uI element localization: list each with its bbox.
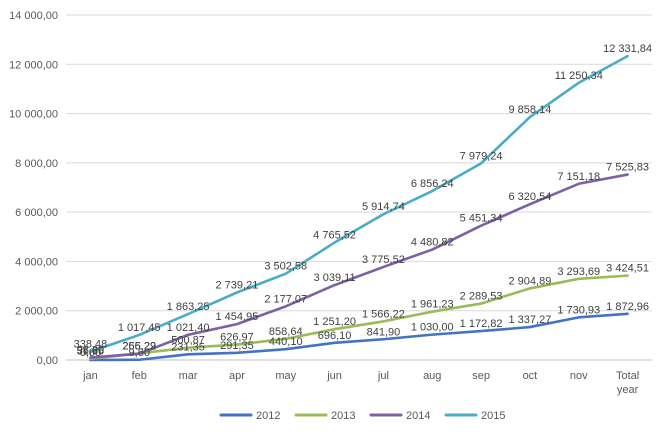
data-label-2013: 1 566,22 [362,308,405,320]
data-label-2013: 1 961,23 [411,299,454,311]
x-tick-label: jul [377,370,389,382]
legend: 2012 2013 2014 2015 [219,410,505,422]
data-label-2015: 9 858,14 [509,104,552,116]
x-tick-label: aug [423,370,441,382]
series-line-2014 [89,173,629,359]
data-label-2015: 6 856,24 [411,178,454,190]
data-label-2013: 2 904,89 [509,275,552,287]
data-label-2012: 440,10 [269,336,303,348]
data-label-2014: 255,22 [122,341,156,353]
data-label-2012: 1 730,93 [557,304,600,316]
y-tick-label: 12 000,00 [9,59,58,71]
data-label-2014: 6 320,54 [509,191,552,203]
data-label-2012: 696,10 [318,330,352,342]
data-label-2015: 11 250,34 [555,70,603,82]
legend-label-2015: 2015 [481,410,505,422]
y-tick-label: 14 000,00 [9,10,58,22]
x-tick-label: jun [326,370,342,382]
data-label-2012: 1 337,27 [509,314,552,326]
y-tick-label: 0,00 [37,355,58,367]
x-axis: jan feb mar apr may jun jul aug sep oct nov Total ye… [82,370,639,396]
data-label-2013: 51,65 [77,346,105,358]
data-label-2012: 291,35 [220,340,254,352]
y-tick-label: 10 000,00 [9,109,58,121]
x-tick-label: sep [472,370,490,382]
y-tick-label: 2 000,00 [15,306,58,318]
data-label-2013: 626,97 [220,332,254,344]
data-label-2015: 4 765,52 [313,230,356,242]
data-label-2015: 12 331,84 [603,43,652,55]
legend-label-2012: 2012 [256,410,280,422]
data-label-2015: 3 502,58 [264,261,307,273]
data-label-2012: 1 172,82 [460,318,503,330]
data-label-2015: 2 739,21 [216,279,259,291]
data-label-2014: 2 177,07 [264,293,307,305]
x-tick-label: mar [179,370,198,382]
data-label-2012: 9,60 [129,347,150,359]
data-label-2012: 1 872,96 [606,301,649,313]
data-label-2012: 841,90 [367,326,401,338]
y-tick-label: 8 000,00 [15,158,58,170]
data-label-2013: 500,87 [171,335,205,347]
data-label-2014: 3 039,11 [314,272,356,284]
data-label-2013: 2 289,53 [460,291,503,303]
data-label-2014: 98,30 [77,345,105,357]
series-line-2013 [89,274,629,361]
series-lines [89,54,629,362]
x-tick-label: apr [229,370,245,382]
x-tick-label: Total year [616,370,639,396]
data-label-2015: 7 979,24 [460,150,503,162]
x-tick-label: nov [570,370,588,382]
data-label-2014: 1 021,40 [167,322,210,334]
data-label-2012: 231,35 [171,341,205,353]
data-label-2014: 3 775,52 [362,254,405,266]
y-axis: 0,00 2 000,00 4 000,00 6 000,00 8 000,00 10 0… [9,10,58,367]
data-label-2012: 1 030,00 [411,322,454,334]
y-tick-label: 4 000,00 [15,256,58,268]
data-label-2015: 338,48 [74,339,108,351]
legend-label-2013: 2013 [331,410,355,422]
x-tick-label: may [275,370,296,382]
data-label-2014: 4 480,82 [411,237,454,249]
data-label-2015: 5 914,74 [362,201,405,213]
series-line-2015 [89,54,629,353]
data-label-2013: 858,64 [269,326,303,338]
x-tick-label: oct [523,370,538,382]
legend-label-2014: 2014 [406,410,430,422]
gridlines [66,14,652,361]
data-label-2013: 3 424,51 [606,263,649,275]
x-tick-label: jan [82,370,98,382]
data-label-2014: 1 454,95 [216,311,259,323]
data-label-2012: 0,00 [80,347,101,359]
y-tick-label: 6 000,00 [15,207,58,219]
data-labels: 0,00 9,60 231,35 291,35 440,10 696,10 841,90 1 … [74,43,652,359]
data-label-2013: 266,29 [122,340,156,352]
data-label-2013: 1 251,20 [313,316,356,328]
x-tick-label: feb [132,370,147,382]
data-label-2014: 7 525,83 [606,162,649,174]
data-label-2013: 3 293,69 [557,266,600,278]
series-line-2012 [89,312,629,362]
data-label-2015: 1 017,45 [118,322,161,334]
data-label-2014: 7 151,18 [557,171,600,183]
data-label-2015: 1 863,25 [167,301,210,313]
data-label-2014: 5 451,34 [460,213,503,225]
